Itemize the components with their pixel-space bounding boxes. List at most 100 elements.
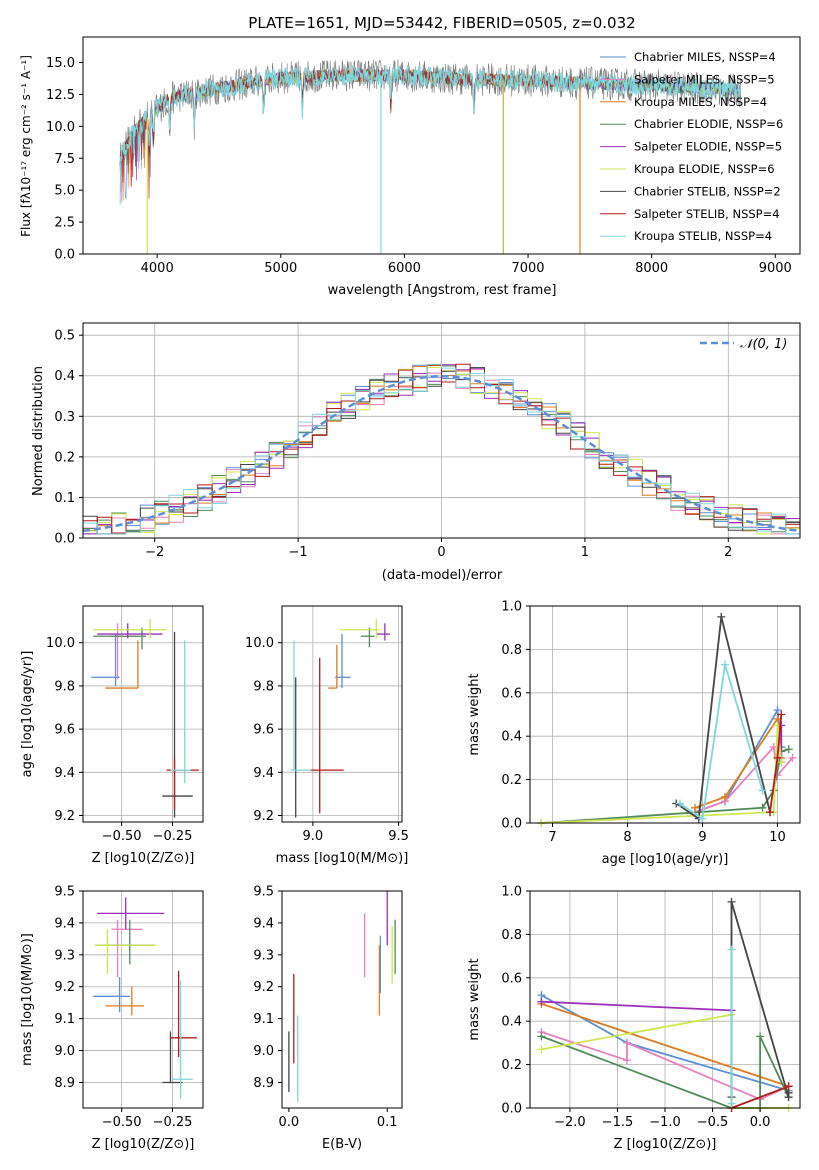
normal-legend-label: 𝒩(0, 1) <box>740 337 787 352</box>
errorbar-point <box>162 631 193 818</box>
weight-line <box>679 664 764 821</box>
histogram-ticks: −2 −1 0 1 2 0.0 0.1 0.2 0.3 0.4 0.5 <box>54 329 732 560</box>
histogram-plot-area <box>82 323 801 538</box>
legend-label: Kroupa STELIB, NSSP=4 <box>634 229 772 243</box>
weight-marker <box>676 799 684 808</box>
x-axis-label: E(B-V) <box>322 1137 362 1152</box>
weight-line <box>541 1000 732 1012</box>
y-tick-label: 9.5 <box>54 885 75 900</box>
y-tick-label: 9.4 <box>54 766 75 781</box>
y-tick-label: 1.0 <box>501 885 522 900</box>
y-tick-label: 10.0 <box>46 120 75 135</box>
x-tick-label: −2.0 <box>554 1115 586 1130</box>
legend-label: Chabrier ELODIE, NSSP=6 <box>634 117 783 131</box>
y-axis-label: age [log10(age/yr)] <box>20 651 35 778</box>
spectrum-plot-area <box>119 59 741 254</box>
x-axis-label: Z [log10(Z/Z⊙)] <box>92 851 195 866</box>
legend-label: Salpeter STELIB, NSSP=4 <box>634 207 780 221</box>
y-tick-label: 10.0 <box>245 636 274 651</box>
errorbar-point <box>166 759 199 810</box>
x-tick-label: 7000 <box>511 261 544 276</box>
x-tick-label: 9.0 <box>303 829 324 844</box>
weight-marker <box>691 803 699 812</box>
y-tick-label: 9.5 <box>253 885 274 900</box>
legend-label: Salpeter ELODIE, NSSP=5 <box>634 140 782 154</box>
x-tick-label: 2 <box>724 545 732 560</box>
y-tick-label: 9.6 <box>54 723 75 738</box>
mass-weight-vs-age-panel: 7 8 9 10 0.0 0.2 0.4 0.6 0.8 1.0 age [log10(age/yr… <box>467 600 801 867</box>
errorbar-point <box>97 623 163 639</box>
x-axis-label: Z [log10(Z/Z⊙)] <box>92 1137 195 1152</box>
legend-label: Kroupa MILES, NSSP=4 <box>634 95 767 109</box>
weight-marker <box>537 997 546 1006</box>
y-tick-label: 0.0 <box>501 817 522 832</box>
x-tick-label: 4000 <box>141 261 174 276</box>
y-tick-label: 0.6 <box>501 971 522 986</box>
histogram-panel: −2 −1 0 1 2 0.0 0.1 0.2 0.3 0.4 0.5 (data-model)/e… <box>31 322 801 583</box>
parameter-panels: −0.50 −0.25 9.2 9.4 9.6 9.8 10.0 Z [log10(Z/Z⊙)… <box>20 600 801 1152</box>
y-tick-label: 0.1 <box>54 491 75 506</box>
errorbar-point <box>328 644 338 689</box>
y-axis-label: mass weight <box>467 673 482 755</box>
y-tick-label: 9.0 <box>253 1044 274 1059</box>
y-tick-label: 9.3 <box>253 948 274 963</box>
y-tick-label: 0.4 <box>501 730 522 745</box>
y-tick-label: 0.0 <box>54 532 75 547</box>
mass-vs-Z-panel: −0.50 −0.25 8.9 9.0 9.1 9.2 9.3 9.4 9.5 Z [log10(… <box>20 885 204 1152</box>
weight-marker <box>727 1099 736 1108</box>
y-tick-label: 9.4 <box>253 916 274 931</box>
errorbar-point <box>340 618 380 639</box>
y-tick-label: 9.3 <box>54 948 75 963</box>
x-tick-label: 1 <box>581 545 589 560</box>
panel-frame <box>82 890 204 1109</box>
y-tick-label: 9.2 <box>54 809 75 824</box>
x-tick-label: −0.50 <box>102 1115 142 1130</box>
y-tick-label: 0.6 <box>501 686 522 701</box>
y-tick-label: 0.8 <box>501 928 522 943</box>
y-tick-label: 9.4 <box>54 916 75 931</box>
x-tick-label: 10 <box>769 830 786 845</box>
histogram-step <box>83 363 800 535</box>
x-tick-label: −1 <box>289 545 308 560</box>
x-tick-label: −0.5 <box>697 1115 729 1130</box>
y-tick-label: 9.0 <box>54 1044 75 1059</box>
errorbar-point <box>93 977 130 1013</box>
weight-marker <box>784 1082 793 1091</box>
x-tick-label: −0.50 <box>102 829 142 844</box>
mass-weight-vs-Z-panel: −2.0 −1.5 −1.0 −0.5 0.0 0.0 0.2 0.4 0.6 0.8 1.0 Z [… <box>467 885 801 1152</box>
y-tick-label: 0.0 <box>501 1102 522 1117</box>
weight-marker <box>721 792 729 801</box>
x-tick-label: 7 <box>548 830 556 845</box>
y-tick-label: 2.5 <box>54 216 75 231</box>
y-tick-label: 8.9 <box>253 1076 274 1091</box>
errorbar-point <box>95 929 157 974</box>
errorbar-point <box>93 618 167 639</box>
legend-label: Chabrier MILES, NSSP=4 <box>634 50 776 64</box>
y-tick-label: 9.2 <box>253 980 274 995</box>
histogram-xlabel: (data-model)/error <box>382 568 503 583</box>
panel-frame <box>281 605 403 823</box>
errorbar-point <box>290 640 312 771</box>
y-tick-label: 15.0 <box>46 56 75 71</box>
weight-marker <box>727 897 736 906</box>
weight-marker <box>788 753 797 762</box>
y-axis-label: mass weight <box>467 958 482 1040</box>
y-tick-label: 0.2 <box>501 773 522 788</box>
x-tick-label: 8 <box>623 830 631 845</box>
y-tick-label: 9.2 <box>54 980 75 995</box>
y-tick-label: 5.0 <box>54 184 75 199</box>
y-tick-label: 9.4 <box>253 766 274 781</box>
legend-label: Salpeter MILES, NSSP=5 <box>634 72 775 86</box>
y-tick-label: 10.0 <box>46 636 75 651</box>
y-tick-label: 7.5 <box>54 152 75 167</box>
x-tick-label: 6000 <box>388 261 421 276</box>
y-tick-label: 0.0 <box>54 248 75 263</box>
weight-marker <box>727 945 736 954</box>
y-tick-label: 9.2 <box>253 809 274 824</box>
weight-marker <box>622 1056 631 1065</box>
weight-marker <box>758 803 767 812</box>
errorbar-point <box>360 627 375 648</box>
x-axis-label: mass [log10(M/M⊙)] <box>276 851 409 866</box>
spectrum-title: PLATE=1651, MJD=53442, FIBERID=0505, z=0… <box>248 14 635 32</box>
